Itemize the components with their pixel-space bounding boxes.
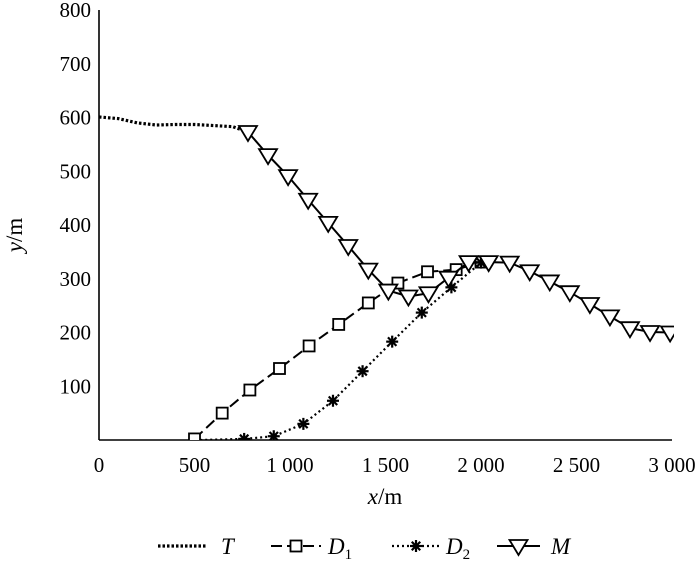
y-axis-var: y	[2, 241, 27, 254]
legend-item-T: T	[158, 534, 236, 559]
data-point-triangle	[619, 321, 641, 339]
legend-label-main: M	[550, 534, 572, 559]
x-tick-label: 500	[179, 453, 211, 477]
data-point-asterisk	[415, 306, 428, 319]
data-point-triangle	[317, 215, 339, 234]
y-tick-label: 500	[60, 159, 92, 183]
x-tick-label: 0	[94, 453, 105, 477]
data-point-triangle	[377, 283, 399, 302]
x-tick-label: 1 500	[362, 453, 409, 477]
y-tick-label: 700	[60, 52, 92, 76]
data-point-asterisk	[267, 430, 280, 440]
x-tick-label: 2 500	[553, 453, 600, 477]
data-point-triangle	[539, 274, 561, 293]
y-tick-label: 400	[60, 213, 92, 237]
series-T	[99, 115, 249, 134]
data-point-triangle	[397, 289, 420, 308]
y-tick-label: 100	[60, 374, 92, 398]
data-point-asterisk	[326, 394, 339, 407]
series-line	[193, 261, 482, 440]
legend-label: T	[221, 534, 236, 559]
data-point-square	[361, 296, 375, 310]
data-point-triangle	[519, 264, 541, 282]
series-layer	[99, 115, 674, 440]
data-point-square	[188, 432, 201, 440]
data-point-triangle	[457, 255, 480, 273]
x-axis-unit: /m	[378, 484, 402, 509]
data-point-asterisk	[356, 365, 369, 378]
data-point-triangle	[337, 239, 359, 257]
data-point-asterisk	[238, 432, 251, 440]
legend-label-main: D	[327, 534, 345, 559]
series-D2	[200, 256, 487, 440]
legend-label: M	[550, 534, 572, 559]
legend-item-D1: D1	[271, 534, 352, 561]
data-point-square	[289, 539, 303, 553]
legend-item-D2: D2	[392, 534, 470, 561]
data-point-triangle	[357, 262, 379, 281]
data-point-triangle	[507, 539, 530, 557]
x-tick-label: 2 000	[457, 453, 504, 477]
data-point-square	[332, 318, 346, 331]
data-point-triangle	[417, 286, 440, 305]
y-axis-unit: /m	[2, 218, 27, 242]
series-line	[99, 115, 249, 134]
legend-label-main: D	[445, 534, 463, 559]
data-point-triangle	[599, 309, 621, 328]
data-point-triangle	[437, 270, 460, 289]
data-point-triangle	[499, 255, 521, 274]
series-line	[200, 261, 482, 440]
data-point-triangle	[659, 325, 674, 344]
data-point-square	[302, 339, 316, 353]
y-tick-label: 300	[60, 267, 92, 291]
data-point-triangle	[257, 148, 279, 166]
data-point-triangle	[639, 325, 661, 343]
legend-label-main: T	[221, 534, 236, 559]
x-tick-label: 3 000	[648, 453, 695, 477]
data-point-asterisk	[410, 540, 422, 552]
series-M	[237, 125, 674, 344]
x-axis-var: x	[367, 484, 379, 509]
data-point-triangle	[277, 169, 299, 187]
legend-label-subscript: 1	[345, 547, 353, 561]
x-tick-label: 1 000	[266, 453, 313, 477]
series-D1	[188, 255, 488, 440]
data-point-square	[243, 383, 257, 397]
legend-label: D2	[445, 534, 470, 561]
data-point-square	[215, 406, 229, 420]
legend-label-subscript: 2	[463, 547, 471, 561]
data-point-triangle	[237, 125, 259, 143]
ticks: 0 500 1 000 1 500 2 000 2 500 3 000 100 200 300 40…	[2, 0, 696, 509]
data-point-square	[391, 276, 405, 290]
x-axis-title: x/m	[367, 484, 403, 509]
axes	[98, 10, 672, 441]
series-line	[247, 131, 671, 334]
data-point-square	[273, 362, 286, 375]
data-point-triangle	[559, 285, 581, 303]
legend: T D1 D2 M	[158, 534, 572, 561]
data-point-asterisk	[297, 417, 310, 430]
data-point-triangle	[297, 192, 319, 211]
data-point-triangle	[478, 255, 500, 273]
legend-item-M: M	[497, 534, 572, 559]
data-point-triangle	[579, 297, 601, 315]
y-axis-title: y/m	[2, 218, 27, 255]
data-point-asterisk	[386, 335, 399, 348]
y-tick-label: 200	[60, 321, 92, 345]
y-tick-label: 600	[60, 106, 92, 130]
legend-label: D1	[327, 534, 352, 561]
y-tick-label: 800	[60, 0, 92, 22]
data-point-square	[421, 265, 434, 279]
